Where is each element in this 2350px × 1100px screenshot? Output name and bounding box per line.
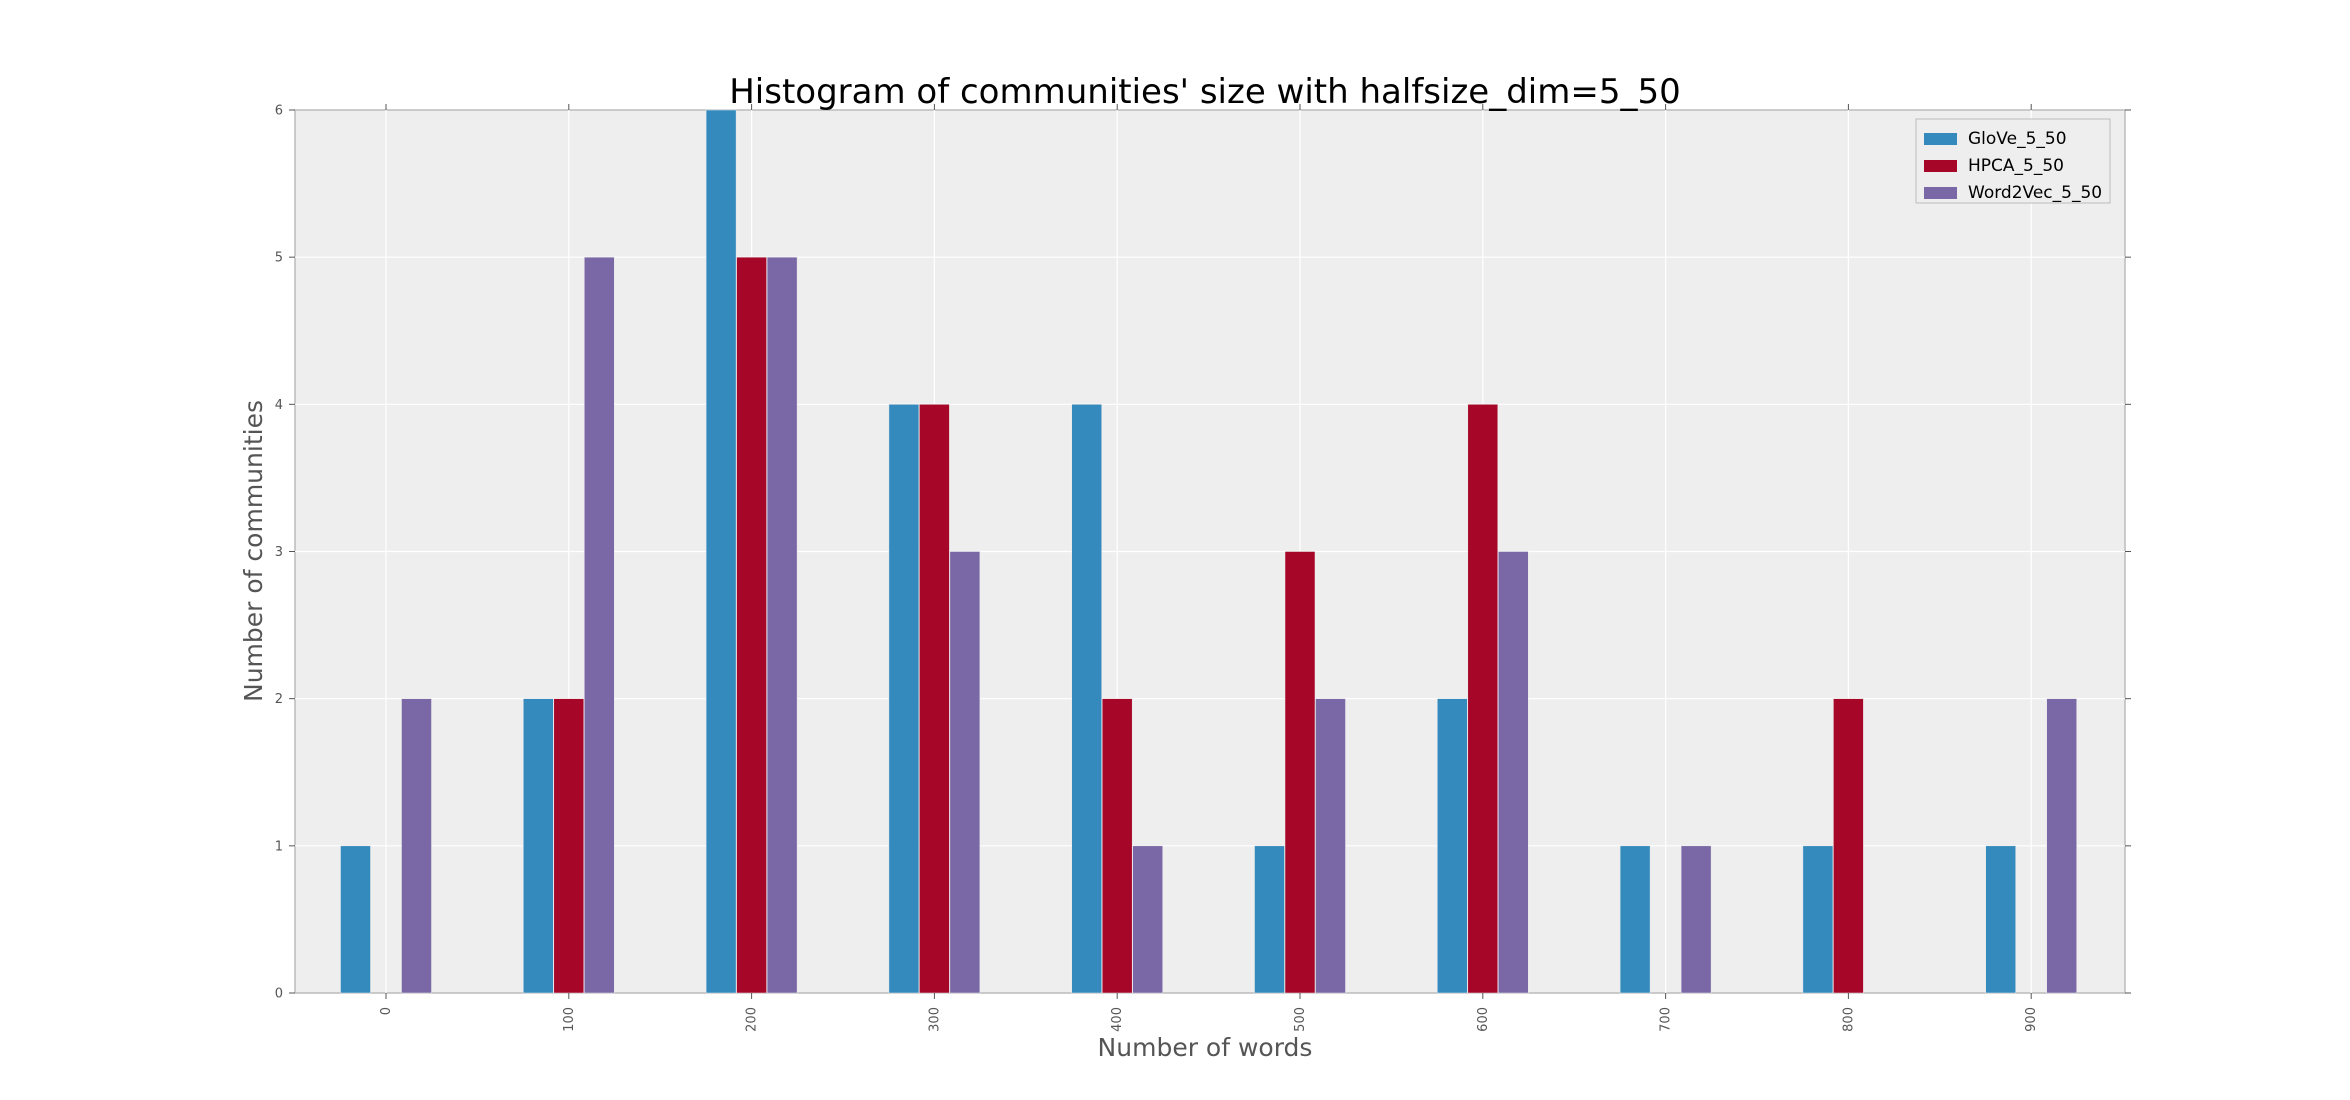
bar-hpca-5-50-100: [553, 698, 585, 994]
y-tick-label: 4: [275, 398, 283, 413]
bar-glove-5-50-900: [1985, 845, 2016, 994]
axis-ticks: 0 1 2 3 4 5 6 0 100 200 300 400 500 600 700 800 900: [275, 104, 2131, 1032]
bar-glove-5-50-400: [1071, 404, 1102, 994]
bar-word2vec-5-50-500: [1315, 698, 1346, 994]
bar-word2vec-5-50-100: [584, 256, 615, 994]
y-tick-label: 2: [275, 692, 283, 707]
bar-glove-5-50-300: [888, 404, 920, 994]
x-tick-label: 400: [1110, 1007, 1125, 1032]
bar-word2vec-5-50-600: [1498, 551, 1529, 994]
legend-label: GloVe_5_50: [1968, 129, 2067, 149]
y-tick-label: 3: [275, 545, 283, 560]
legend-label: Word2Vec_5_50: [1968, 183, 2102, 203]
legend: GloVe_5_50 HPCA_5_50 Word2Vec_5_50: [1915, 118, 2111, 204]
x-tick-label: 300: [927, 1007, 942, 1032]
y-tick-label: 5: [275, 251, 283, 266]
y-tick-label: 1: [275, 839, 283, 854]
bar-glove-5-50-700: [1619, 845, 1651, 994]
legend-swatch: [1924, 160, 1957, 172]
bars: [340, 109, 2077, 994]
bar-word2vec-5-50-300: [949, 551, 981, 994]
bar-word2vec-5-50-400: [1132, 845, 1163, 994]
x-axis-label: Number of words: [1098, 1033, 1313, 1062]
bar-word2vec-5-50-200: [766, 256, 798, 994]
bar-hpca-5-50-300: [919, 404, 950, 994]
bar-glove-5-50-800: [1802, 845, 1834, 994]
x-tick-label: 800: [1841, 1007, 1856, 1032]
legend-swatch: [1924, 187, 1957, 199]
bar-glove-5-50-100: [523, 698, 554, 994]
bar-hpca-5-50-400: [1101, 698, 1133, 994]
bar-glove-5-50-600: [1437, 698, 1468, 994]
bar-word2vec-5-50-0: [401, 698, 432, 994]
bar-glove-5-50-200: [705, 109, 737, 994]
x-tick-label: 900: [2024, 1007, 2039, 1032]
bar-hpca-5-50-500: [1284, 551, 1316, 994]
bar-word2vec-5-50-900: [2046, 698, 2077, 994]
legend-swatch: [1924, 133, 1957, 145]
bar-hpca-5-50-600: [1467, 404, 1499, 994]
x-tick-label: 700: [1659, 1007, 1674, 1032]
x-tick-label: 500: [1293, 1007, 1308, 1032]
bar-glove-5-50-500: [1254, 845, 1285, 994]
x-tick-label: 200: [745, 1007, 760, 1032]
y-tick-label: 6: [275, 104, 283, 119]
bar-word2vec-5-50-700: [1680, 845, 1712, 994]
bar-hpca-5-50-200: [736, 256, 767, 994]
x-tick-label: 600: [1476, 1007, 1491, 1032]
chart-title: Histogram of communities' size with half…: [729, 72, 1681, 112]
bar-hpca-5-50-800: [1833, 698, 1864, 994]
x-tick-label: 100: [562, 1007, 577, 1032]
bar-glove-5-50-0: [340, 845, 371, 994]
x-tick-label: 0: [379, 1007, 394, 1015]
y-axis-label: Number of communities: [239, 400, 268, 702]
legend-label: HPCA_5_50: [1968, 156, 2064, 176]
y-tick-label: 0: [275, 987, 283, 1002]
